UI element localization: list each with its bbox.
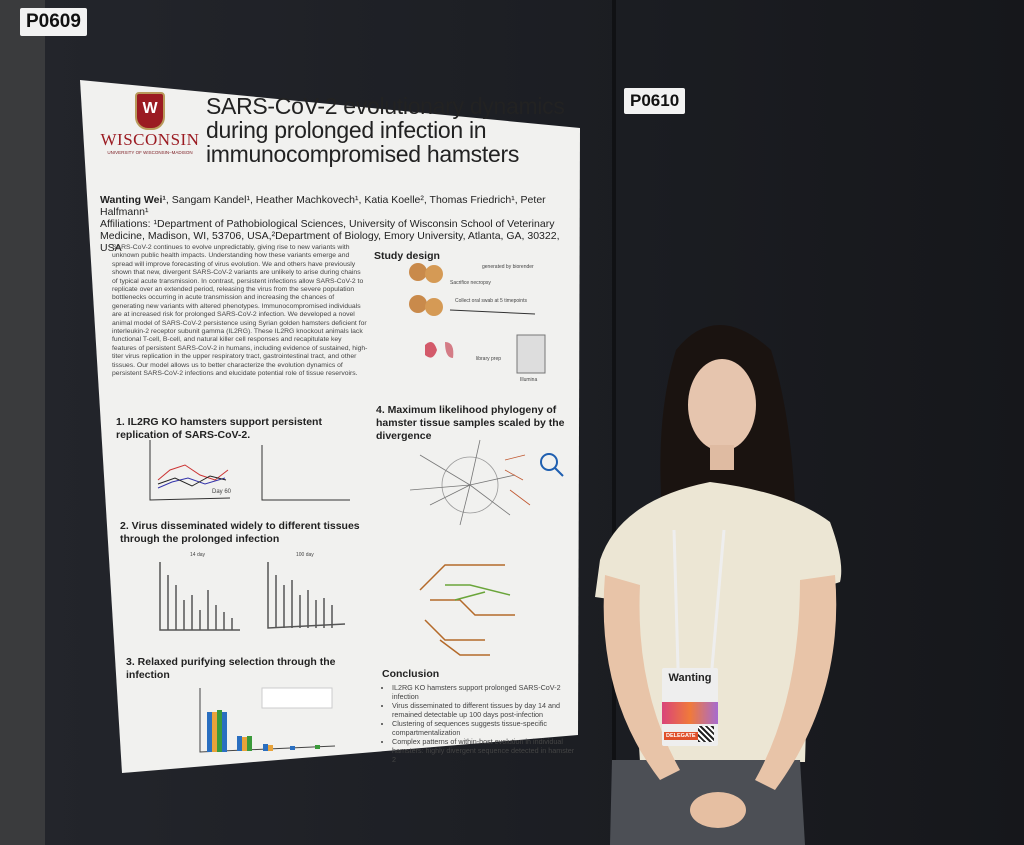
day60-annotation: Day 60 xyxy=(212,489,232,495)
logo-wordmark: WISCONSIN xyxy=(100,130,200,149)
section-3-heading: 3. Relaxed purifying selection through t… xyxy=(126,656,336,681)
conclusion-item: Complex patterns of within-host evolutio… xyxy=(392,737,578,764)
illumina-label: Illumina xyxy=(520,377,538,383)
section-1-heading: 1. IL2RG KO hamsters support persistent … xyxy=(116,416,322,441)
co-authors: , Sangam Kandel¹, Heather Machkovech¹, K… xyxy=(100,194,546,218)
qr-code-icon xyxy=(698,726,714,742)
badge-artwork xyxy=(662,702,718,724)
conclusion-item: IL2RG KO hamsters support prolonged SARS… xyxy=(392,683,578,701)
lead-author: Wanting Wei¹ xyxy=(100,194,166,206)
study-design-heading: Study design xyxy=(374,250,440,262)
section-4-heading: 4. Maximum likelihood phylogeny of hamst… xyxy=(376,404,565,442)
tissue-titer-chart-14day xyxy=(159,562,240,631)
sacrifice-label: Sacrifice necropsy xyxy=(450,280,491,286)
poster-abstract: SARS-CoV-2 continues to evolve unpredict… xyxy=(112,244,368,378)
study-design-figure xyxy=(409,263,546,374)
board-seam xyxy=(612,0,616,845)
biorender-credit: generated by biorender xyxy=(482,264,534,270)
phylogeny-figure xyxy=(409,439,564,656)
section-2-heading: 2. Virus disseminated widely to differen… xyxy=(120,520,360,545)
badge-name: Wanting xyxy=(668,672,712,684)
timeline-label: Collect oral swab at 5 timepoints xyxy=(455,298,527,304)
virus-titer-chart-1 xyxy=(261,445,350,501)
body-weight-chart xyxy=(149,440,231,501)
panel-label-100day: 100 day xyxy=(296,552,314,558)
badge-delegate-tag: DELEGATE xyxy=(664,732,698,740)
conclusion-box: Conclusion IL2RG KO hamsters support pro… xyxy=(382,668,578,764)
panel-label-14day: 14 day xyxy=(190,552,206,558)
conclusion-heading: Conclusion xyxy=(382,668,440,680)
name-badge: Wanting DELEGATE xyxy=(662,668,718,746)
left-wall-panel xyxy=(0,0,45,845)
uw-logo: W WISCONSIN UNIVERSITY OF WISCONSIN–MADI… xyxy=(100,92,200,155)
booth-label-left: P0609 xyxy=(20,8,87,36)
tissue-titer-chart-100day xyxy=(267,562,346,629)
affiliations: Affiliations: ¹Department of Pathobiolog… xyxy=(100,218,560,254)
uw-crest-icon: W xyxy=(135,92,165,130)
conclusion-item: Clustering of sequences suggests tissue-… xyxy=(392,719,578,737)
presenter-person xyxy=(595,325,842,845)
selection-bar-chart xyxy=(199,687,336,753)
booth-label-right: P0610 xyxy=(624,88,686,114)
poster-title: SARS-CoV-2 evolutionary dynamics during … xyxy=(206,93,565,167)
logo-subtitle: UNIVERSITY OF WISCONSIN–MADISON xyxy=(107,150,193,155)
conclusion-item: Virus disseminated to different tissues … xyxy=(392,701,578,719)
library-prep-label: library prep xyxy=(476,356,502,362)
poster-authors: Wanting Wei¹, Sangam Kandel¹, Heather Ma… xyxy=(100,194,578,254)
